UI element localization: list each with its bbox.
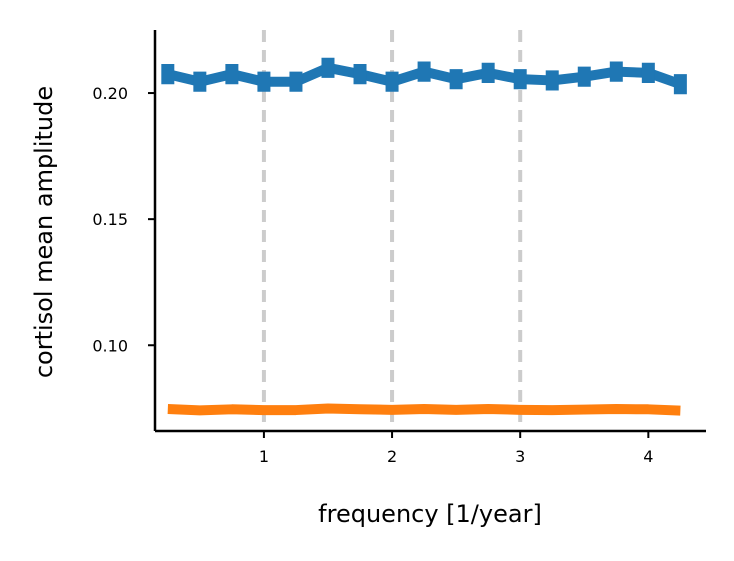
y-tick-label: 0.20: [92, 84, 128, 103]
reference-lines: [261, 30, 523, 431]
axes: [153, 30, 706, 433]
y-axis-label: cortisol mean amplitude: [30, 86, 58, 378]
x-tick-label: 1: [259, 447, 269, 466]
series-line: [167, 403, 681, 416]
x-axis-label: frequency [1/year]: [318, 500, 542, 528]
series-1: [161, 57, 687, 95]
series-2: [167, 403, 681, 416]
x-ticks: 1 2 3 4: [259, 431, 653, 466]
y-ticks: 0.10 0.15 0.20: [92, 84, 155, 355]
y-tick-label: 0.15: [92, 210, 128, 229]
x-tick-label: 2: [387, 447, 397, 466]
x-tick-label: 4: [643, 447, 653, 466]
y-tick-label: 0.10: [92, 336, 128, 355]
series-layer: [161, 57, 687, 416]
x-tick-label: 3: [515, 447, 525, 466]
